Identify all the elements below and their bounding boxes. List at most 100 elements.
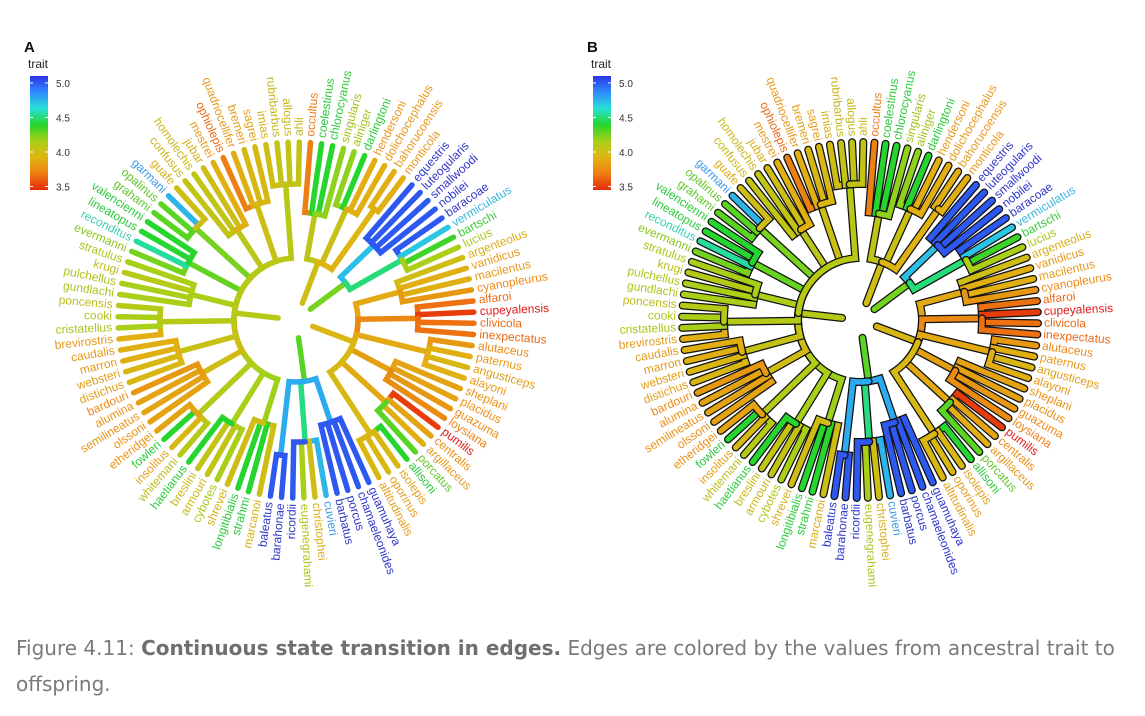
legend-title: trait [28,57,49,71]
branch-tip-2-23 [919,431,946,481]
tip-label: inexpectatus [479,327,547,346]
stem-sub-2-20 [890,339,938,437]
tip-label: ahli [856,117,870,136]
branch-tip-2-7 [978,315,1041,338]
branch-tip-4-31 [708,219,763,266]
branch-tip-0-7 [907,162,952,218]
caption-bold: Continuous state transition in edges. [141,636,562,660]
branch-tip-3-8 [277,452,288,501]
stem-group-0 [299,259,321,306]
tip-label: occultus [867,92,885,137]
tip-label: krugi [656,256,685,276]
branch-tip-4-11 [154,400,201,434]
panel-letter: B [587,39,598,56]
tip-label: cooki [84,308,112,323]
tip-label: eugenegrahami [298,503,316,587]
branch-tip-4-7 [749,413,799,465]
tip-label: imias [818,110,837,140]
branch-tip-3-7 [289,438,308,501]
tip-label: christophei [310,502,330,561]
branch-tip-3-9 [831,451,848,499]
stem-sub-4-20 [157,310,238,325]
stem-group-1 [307,280,349,312]
branch-tip-1-7 [963,244,1026,274]
stem-group-0 [863,259,885,306]
tip-label: poncensis [622,293,677,311]
tip-label: ahli [292,117,306,136]
stem-sub-0-8 [879,206,942,274]
branch-tip-4-7 [185,413,235,465]
stem-sub-0-0 [303,210,321,265]
branch-tip-0-3 [876,145,911,220]
tip-label: baleatus [255,501,275,548]
stem-sub-3-8 [841,378,872,458]
tip-label: eugenegrahami [862,503,880,587]
stem-sub-4-44 [795,181,859,316]
branch-tip-2-15 [382,368,448,421]
tip-label: barahonae [832,502,851,561]
branch-tip-4-15 [694,360,769,396]
branch-tip-2-23 [355,431,382,481]
branch-tip-2-5 [415,309,477,322]
branch-tip-4-11 [718,400,765,434]
stem-group-4 [231,310,281,321]
branch-tip-2-19 [373,399,419,455]
stem-sub-2-8 [351,331,431,355]
figure-caption: Figure 4.11: Continuous state transition… [16,630,1131,702]
tip-label: brevirostris [54,332,114,352]
tip-label: cristatellus [619,320,676,336]
branch-tip-2-19 [937,399,983,455]
branch-tip-2-11 [420,349,467,381]
branches-b [678,138,1042,502]
tip-label: cooki [648,308,676,323]
branch-tip-1-7 [399,244,462,274]
tip-label: clivicola [1044,316,1087,331]
branch-tip-3-3 [881,419,904,496]
branch-tip-1-3 [935,206,1002,257]
branch-tip-2-15 [946,368,1012,421]
tip-label: barahonae [268,502,287,561]
tip-label: rubribarbus [264,76,284,138]
branch-tip-0-9 [371,175,407,216]
branch-tip-3-3 [317,419,340,496]
panel-letter: A [24,39,35,56]
branch-tip-1-3 [371,206,438,257]
legend-colorbar [593,76,611,190]
stem-group-2 [310,323,357,345]
branch-tip-4-23 [115,302,164,325]
tip-label: christophei [874,502,894,561]
stem-sub-4-24 [188,291,240,316]
tip-label: inexpectatus [1043,327,1111,346]
branch-tip-4-22 [115,313,163,325]
tip-label: krugi [92,256,121,276]
branch-tip-2-9 [425,344,473,360]
panel-b: occultuscoelestinuschlorocyanussingulari… [587,39,1113,587]
tip-label: brevirostris [618,332,678,352]
branch-tip-2-3 [961,287,1039,305]
branch-tip-3-5 [302,438,318,500]
tip-label: allogus [280,98,296,137]
stem-sub-2-20 [326,339,374,437]
tip-label: clivicola [480,316,523,331]
stem-group-3 [295,335,308,385]
stem-sub-3-4 [297,378,308,445]
stem-sub-3-0 [301,375,334,426]
tip-label: cristatellus [55,320,112,336]
stem-sub-2-12 [346,339,395,374]
tip-labels-b: occultuscoelestinuschlorocyanussingulari… [618,69,1113,587]
stem-group-2 [874,323,921,345]
tip-label: baleatus [819,501,839,548]
tip-label: cuvieri [885,500,905,537]
stem-group-1 [871,280,913,312]
tip-label: alfaroi [478,289,512,306]
tree-figure: occultus coelestinus chlorocyanus singulari… [24,39,1113,587]
stem-group-3 [859,335,872,385]
tip-label: rubribarbus [828,76,848,138]
branches-a [115,139,477,501]
tip-label: cupeyalensis [479,301,549,318]
branch-tip-2-3 [397,287,475,305]
tip-label: allogus [844,98,860,137]
tip-label: alfaroi [1042,289,1076,306]
legend-colorbar [30,76,48,190]
branch-tip-4-3 [224,416,267,488]
